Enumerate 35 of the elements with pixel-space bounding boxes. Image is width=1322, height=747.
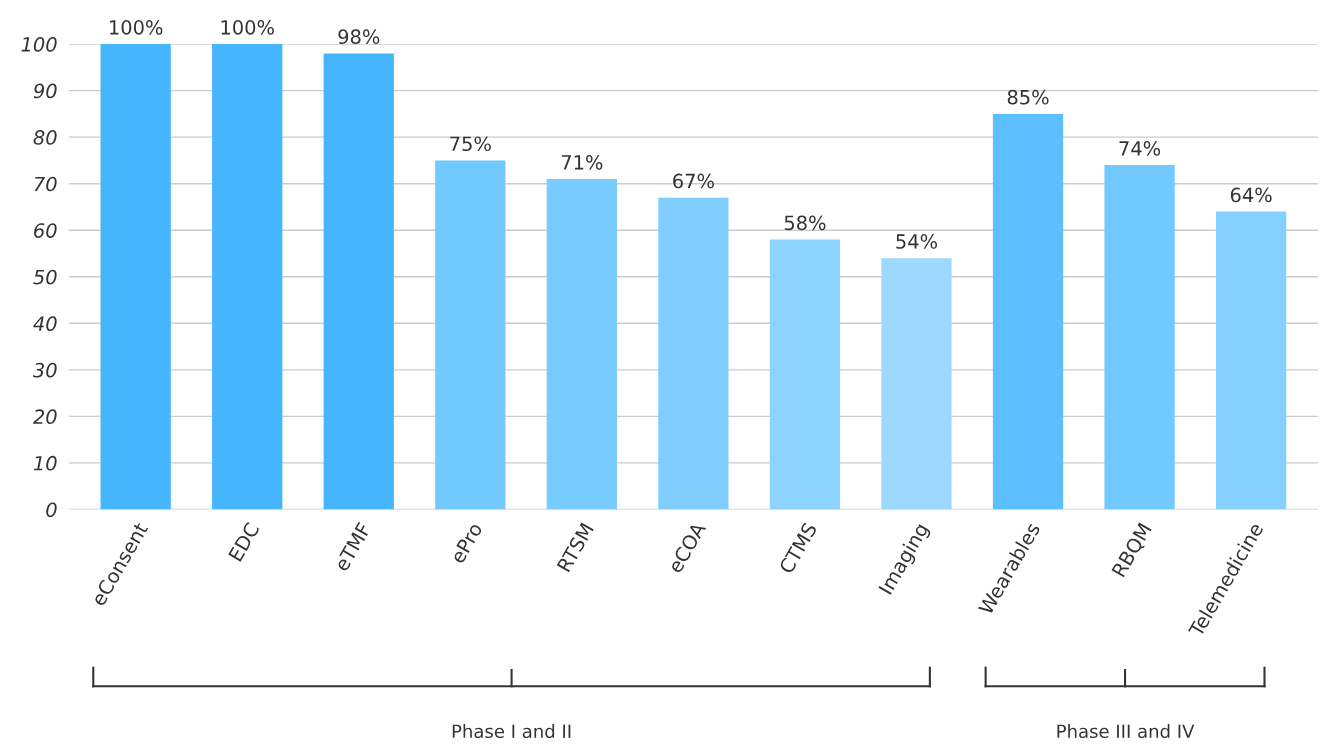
y-tick-label: 90 <box>33 83 57 99</box>
data-label: 67% <box>673 173 714 189</box>
y-tick-label: 70 <box>34 176 57 192</box>
text: Phase I and II <box>452 724 571 739</box>
bar <box>100 44 171 510</box>
bar <box>658 197 729 510</box>
bar <box>881 258 952 510</box>
data-label: 74% <box>1119 141 1161 156</box>
bar <box>323 53 394 510</box>
y-tick-label: 100 <box>21 37 57 52</box>
y-tick-label: 20 <box>32 409 57 425</box>
data-label: 100% <box>221 20 274 35</box>
bar <box>992 113 1064 510</box>
data-label: 75% <box>450 136 491 152</box>
data-label: 71% <box>561 155 603 170</box>
y-tick-label: 60 <box>34 223 57 238</box>
data-label: 64% <box>1230 187 1272 203</box>
bar <box>546 179 617 510</box>
y-tick-label: 10 <box>33 455 57 471</box>
y-tick-label: 50 <box>33 269 57 285</box>
data-label: 85% <box>1007 89 1049 105</box>
bar <box>435 160 506 510</box>
bar <box>769 239 841 510</box>
y-tick-label: 80 <box>33 130 57 145</box>
text: Phase III and IV <box>1057 724 1195 739</box>
bar <box>1215 211 1287 510</box>
data-label: 98% <box>338 29 380 45</box>
data-label: 54% <box>896 234 938 249</box>
bar <box>212 44 283 510</box>
y-tick-label: 30 <box>32 362 57 378</box>
data-label: 58% <box>784 215 826 231</box>
y-tick-label: 40 <box>33 316 57 331</box>
data-label: 100% <box>110 20 163 35</box>
bar <box>1104 165 1175 510</box>
y-tick-label: 0 <box>46 502 57 518</box>
